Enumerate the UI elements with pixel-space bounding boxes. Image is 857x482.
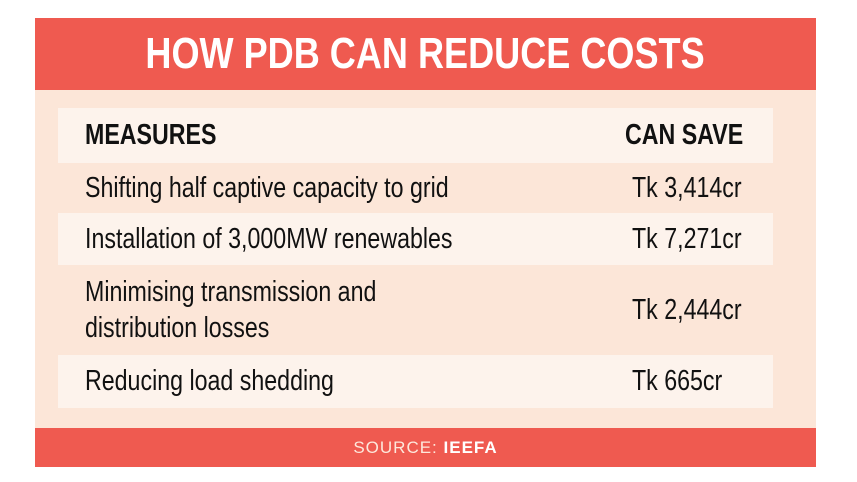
savings-table: MEASURES CAN SAVE Shifting half captive … bbox=[58, 108, 773, 408]
measure-cell: Installation of 3,000MW renewables bbox=[85, 222, 453, 255]
measure-cell-line-2: distribution losses bbox=[85, 312, 270, 344]
table-row: Minimising transmission and distribution… bbox=[58, 265, 773, 355]
source-footer: SOURCE: IEEFA bbox=[35, 428, 816, 467]
table-row: Installation of 3,000MW renewables Tk 7,… bbox=[58, 213, 773, 265]
table-header-row: MEASURES CAN SAVE bbox=[58, 108, 773, 163]
source-value: IEEFA bbox=[443, 438, 498, 457]
table-row: Reducing load shedding Tk 665cr bbox=[58, 355, 773, 408]
saving-cell: Tk 3,414cr bbox=[632, 171, 742, 204]
column-header-measures: MEASURES bbox=[85, 119, 217, 151]
saving-cell: Tk 2,444cr bbox=[632, 293, 742, 326]
measure-cell: Shifting half captive capacity to grid bbox=[85, 171, 449, 204]
source-label: SOURCE: bbox=[353, 438, 438, 457]
saving-cell: Tk 665cr bbox=[632, 365, 723, 397]
title-banner: HOW PDB CAN REDUCE COSTS bbox=[35, 18, 816, 90]
measure-cell: Reducing load shedding bbox=[85, 365, 334, 397]
measure-cell-line-1: Minimising transmission and bbox=[85, 276, 377, 308]
title: HOW PDB CAN REDUCE COSTS bbox=[145, 29, 706, 78]
column-header-can-save: CAN SAVE bbox=[625, 119, 744, 151]
table-row: Shifting half captive capacity to grid T… bbox=[58, 163, 773, 213]
saving-cell: Tk 7,271cr bbox=[632, 222, 742, 255]
infographic-card: HOW PDB CAN REDUCE COSTS MEASURES CAN SA… bbox=[35, 18, 816, 467]
